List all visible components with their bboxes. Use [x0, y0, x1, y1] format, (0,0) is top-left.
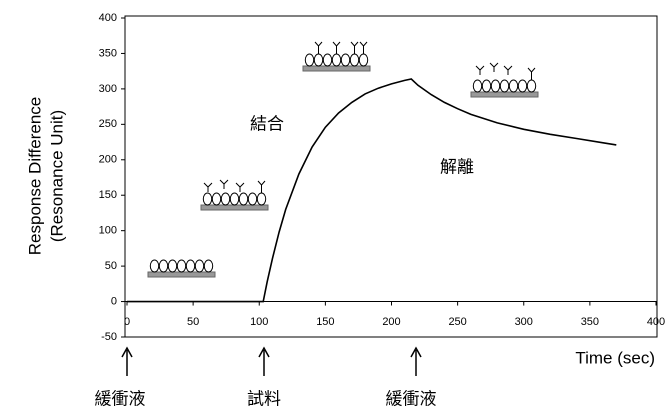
- free-analyte: [204, 180, 244, 192]
- y-tick-label: 0: [111, 295, 117, 307]
- analyte: [333, 42, 340, 54]
- y-tick-label: 300: [99, 83, 117, 95]
- y-tick-label: 50: [105, 260, 117, 272]
- ligand: [159, 260, 167, 272]
- sensor-icons: [148, 42, 538, 277]
- analyte: [360, 42, 367, 54]
- analyte: [315, 42, 322, 54]
- ligand: [509, 80, 517, 92]
- sensor-chip: [201, 205, 268, 210]
- ligand: [203, 193, 211, 205]
- annotation: 結合: [250, 114, 284, 133]
- ligand: [350, 54, 358, 66]
- ligand: [230, 193, 238, 205]
- plot-frame: [125, 16, 657, 337]
- x-axis-label: Time (sec): [575, 348, 655, 367]
- free-analyte: [476, 63, 512, 75]
- ligand: [332, 54, 340, 66]
- ligand: [323, 54, 331, 66]
- sensor-chip: [148, 272, 215, 277]
- x-tick-label: 150: [316, 316, 334, 328]
- y-axis-label: (Resonance Unit): [47, 110, 66, 242]
- y-tick-label: 250: [99, 118, 117, 130]
- x-tick-label: 50: [187, 316, 199, 328]
- y-tick-label: 100: [99, 225, 117, 237]
- ligand: [204, 260, 212, 272]
- ligand: [527, 80, 535, 92]
- sensor-chip: [471, 92, 538, 97]
- arrow-label: 緩衝液: [386, 389, 437, 408]
- ligand: [518, 80, 526, 92]
- ligand: [500, 80, 508, 92]
- ligand: [341, 54, 349, 66]
- ligand: [195, 260, 203, 272]
- arrow-label: 緩衝液: [95, 389, 146, 408]
- ligand: [221, 193, 229, 205]
- x-tick-label: 100: [250, 316, 268, 328]
- analyte: [258, 181, 265, 193]
- ligand: [257, 193, 265, 205]
- ligand: [186, 260, 194, 272]
- sensor-chip: [303, 66, 370, 71]
- x-tick-label: 0: [124, 316, 130, 328]
- ligand: [168, 260, 176, 272]
- x-tick-label: 300: [515, 316, 533, 328]
- ligand: [482, 80, 490, 92]
- ligand: [239, 193, 247, 205]
- y-tick-label: 400: [99, 12, 117, 24]
- analyte: [351, 42, 358, 54]
- ligand: [359, 54, 367, 66]
- y-tick-label: -50: [101, 331, 117, 343]
- y-tick-label: 150: [99, 189, 117, 201]
- ligand: [177, 260, 185, 272]
- analyte: [528, 68, 535, 80]
- ligand: [248, 193, 256, 205]
- ligand: [150, 260, 158, 272]
- y-tick-label: 350: [99, 47, 117, 59]
- ligand: [305, 54, 313, 66]
- chart: Response Difference (Resonance Unit) Tim…: [0, 0, 670, 416]
- ligand: [491, 80, 499, 92]
- x-tick-label: 250: [448, 316, 466, 328]
- ligand: [212, 193, 220, 205]
- y-axis-label: Response Difference: [25, 97, 44, 255]
- x-tick-label: 200: [382, 316, 400, 328]
- ligand: [314, 54, 322, 66]
- x-tick-label: 350: [581, 316, 599, 328]
- annotation: 解離: [440, 157, 474, 176]
- arrows: [122, 348, 421, 376]
- arrow-label: 試料: [247, 389, 281, 408]
- y-tick-label: 200: [99, 154, 117, 166]
- x-tick-label: 400: [647, 316, 665, 328]
- ligand: [473, 80, 481, 92]
